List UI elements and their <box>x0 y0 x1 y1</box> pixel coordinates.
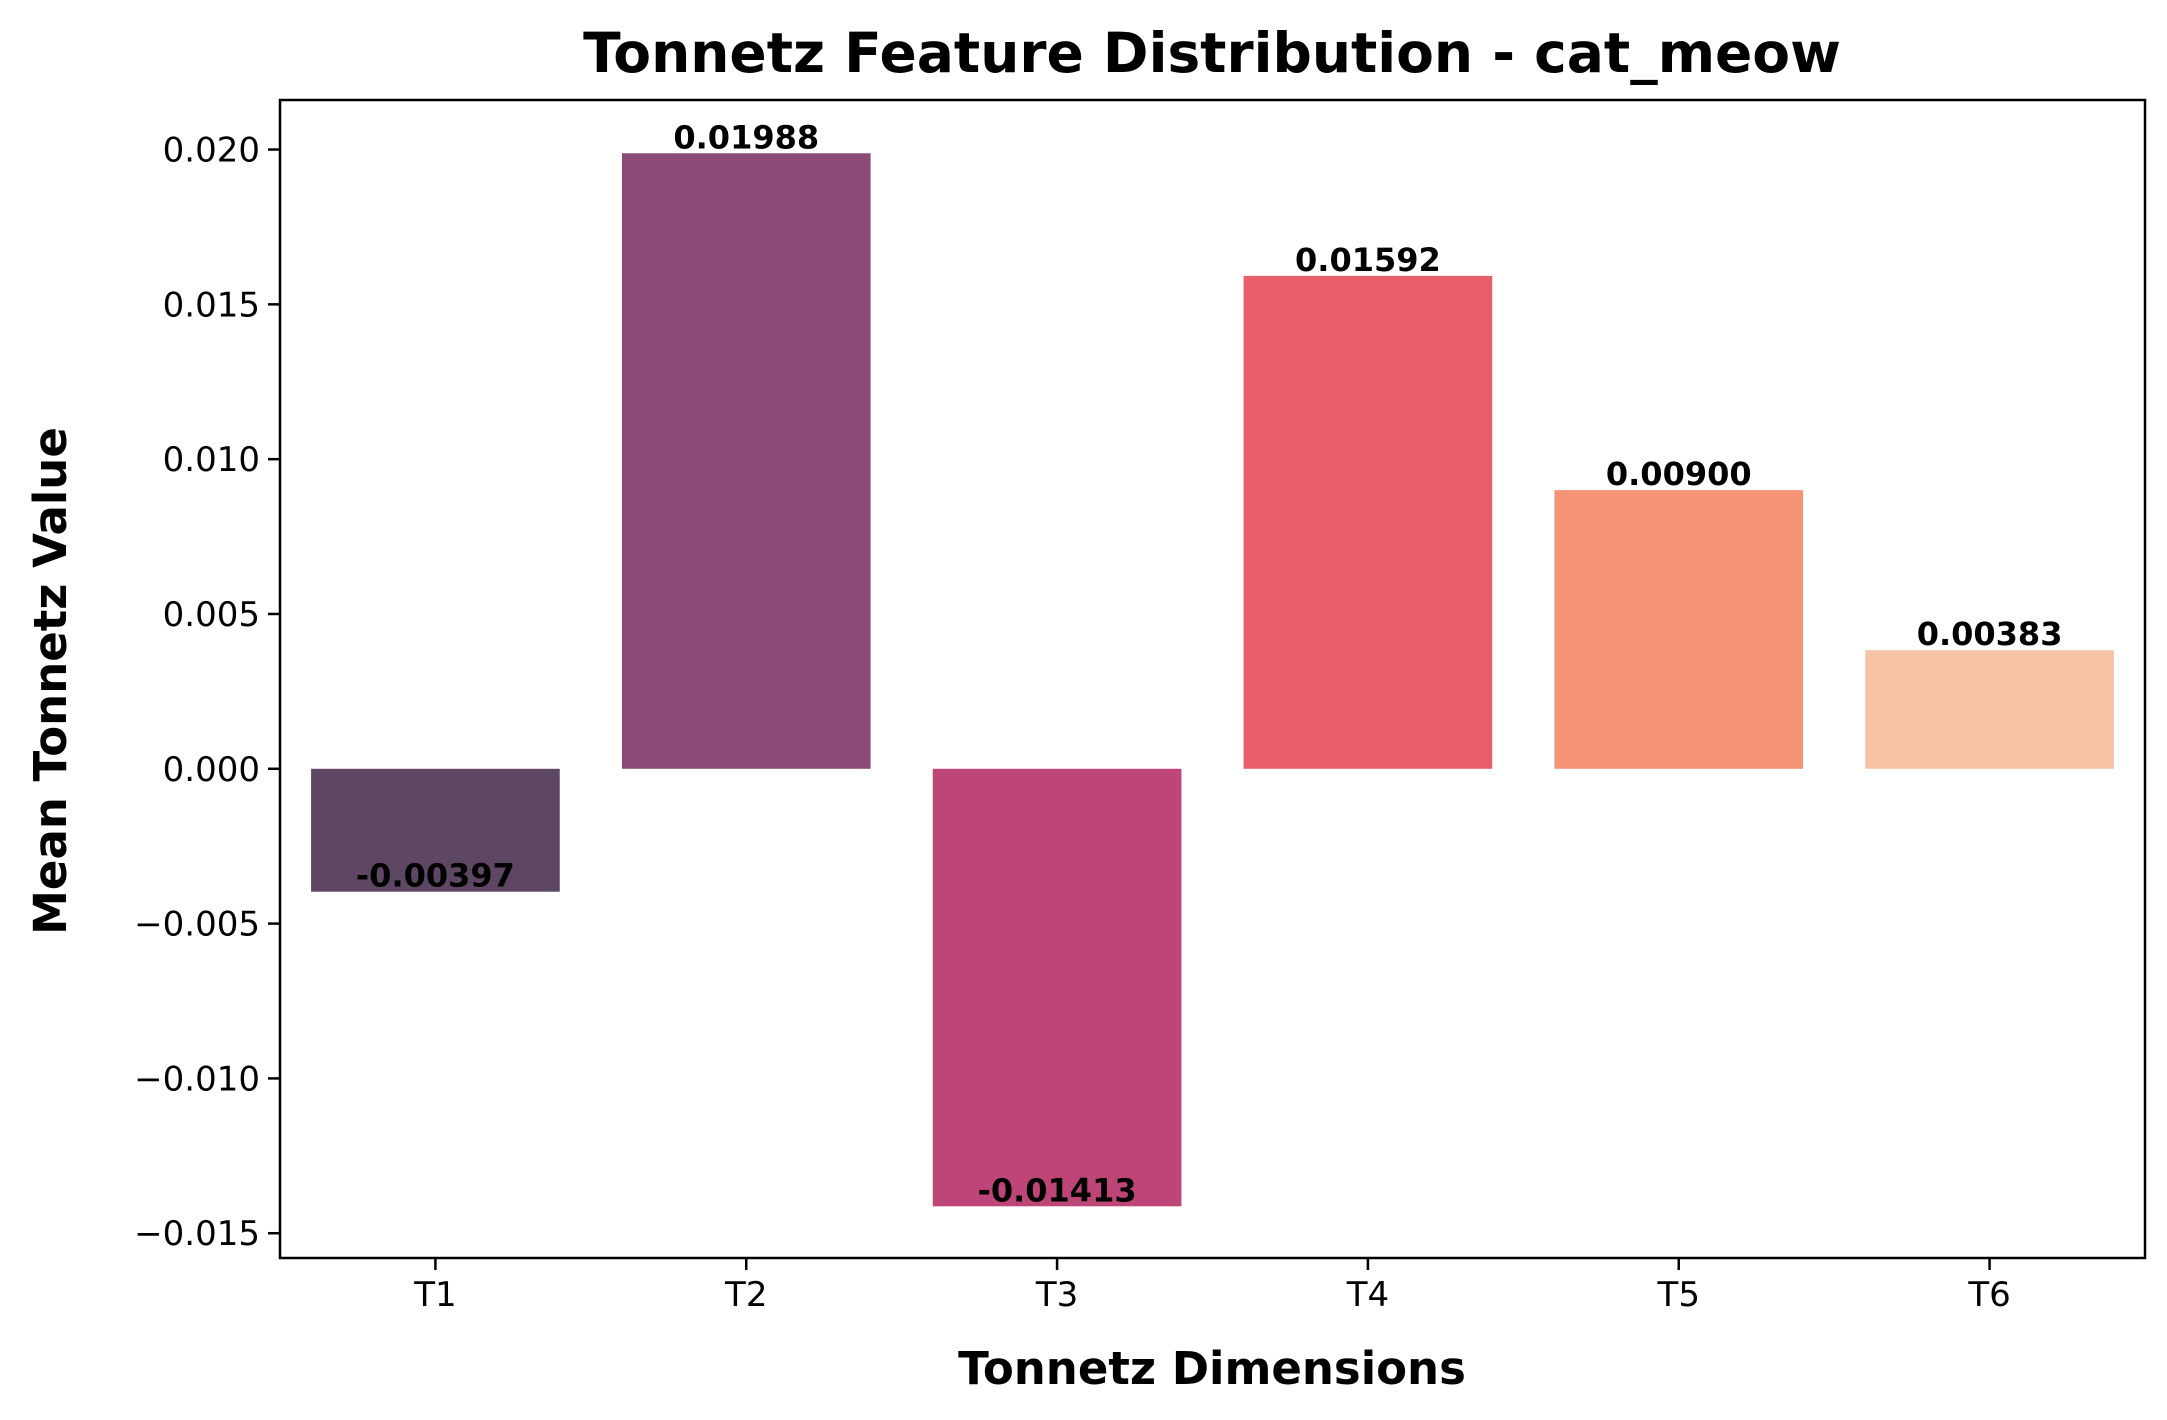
y-axis: −0.015 −0.010 −0.005 0.000 0.005 0.010 0.015 0.… <box>134 131 280 1254</box>
y-tick-label: 0.020 <box>163 131 260 171</box>
x-axis-label: Tonnetz Dimensions <box>958 1342 1466 1395</box>
data-label-t5: 0.00900 <box>1606 455 1752 493</box>
plot-frame <box>278 98 2147 1260</box>
bar-t2 <box>621 153 871 769</box>
x-tick-label: T5 <box>1657 1275 1700 1315</box>
x-tick-label: T2 <box>724 1275 767 1315</box>
bar-t4 <box>1243 275 1493 769</box>
data-label-t3: -0.01413 <box>978 1171 1137 1209</box>
bars-layer <box>311 153 2114 1207</box>
data-label-t4: 0.01592 <box>1295 241 1441 279</box>
x-axis: T1 T2 T3 T4 T5 T6 <box>413 1258 2011 1315</box>
bar-t3 <box>932 768 1182 1207</box>
bar-t5 <box>1554 490 1804 769</box>
x-tick-label: T3 <box>1035 1275 1078 1315</box>
data-label-t1: -0.00397 <box>356 857 515 895</box>
y-tick-label: −0.015 <box>134 1214 260 1254</box>
y-tick-label: 0.010 <box>163 440 260 480</box>
data-labels: -0.00397 0.01988 -0.01413 0.01592 0.00900 0.0… <box>356 118 2063 1209</box>
chart-title: Tonnetz Feature Distribution - cat_meow <box>583 21 1841 85</box>
x-tick-label: T1 <box>413 1275 456 1315</box>
x-tick-label: T6 <box>1967 1275 2010 1315</box>
y-tick-label: 0.005 <box>163 595 260 635</box>
data-label-t6: 0.00383 <box>1917 615 2063 653</box>
y-tick-label: 0.015 <box>163 285 260 325</box>
bar-t6 <box>1865 650 2114 769</box>
y-tick-label: −0.005 <box>134 905 260 945</box>
x-tick-label: T4 <box>1346 1275 1389 1315</box>
bar-t1 <box>311 768 560 892</box>
data-label-t2: 0.01988 <box>673 118 819 156</box>
y-tick-label: −0.010 <box>134 1059 260 1099</box>
y-axis-label: Mean Tonnetz Value <box>24 427 77 935</box>
y-tick-label: 0.000 <box>163 750 260 790</box>
